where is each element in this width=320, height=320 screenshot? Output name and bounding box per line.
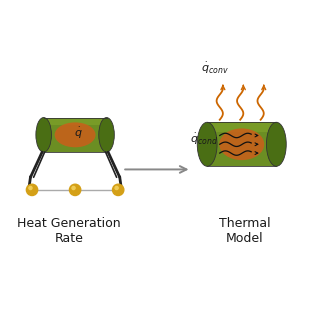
Bar [207, 122, 276, 166]
Bar [44, 117, 107, 125]
Text: $\dot{q}_{conv}$: $\dot{q}_{conv}$ [201, 61, 229, 76]
Bar [44, 117, 107, 152]
Ellipse shape [36, 117, 52, 152]
Ellipse shape [219, 128, 264, 160]
Circle shape [115, 187, 118, 189]
Circle shape [29, 187, 32, 189]
Bar [207, 122, 276, 132]
Circle shape [69, 184, 81, 196]
Circle shape [72, 187, 75, 189]
Ellipse shape [99, 117, 114, 152]
Ellipse shape [197, 122, 217, 166]
Text: $\dot{q}$: $\dot{q}$ [74, 126, 83, 141]
Circle shape [113, 184, 124, 196]
Text: Thermal
Model: Thermal Model [219, 217, 271, 245]
Ellipse shape [267, 122, 286, 166]
Ellipse shape [55, 122, 96, 147]
Text: $\dot{q}_{cond}$: $\dot{q}_{cond}$ [190, 132, 218, 147]
Text: Heat Generation
Rate: Heat Generation Rate [17, 217, 121, 245]
Circle shape [26, 184, 38, 196]
